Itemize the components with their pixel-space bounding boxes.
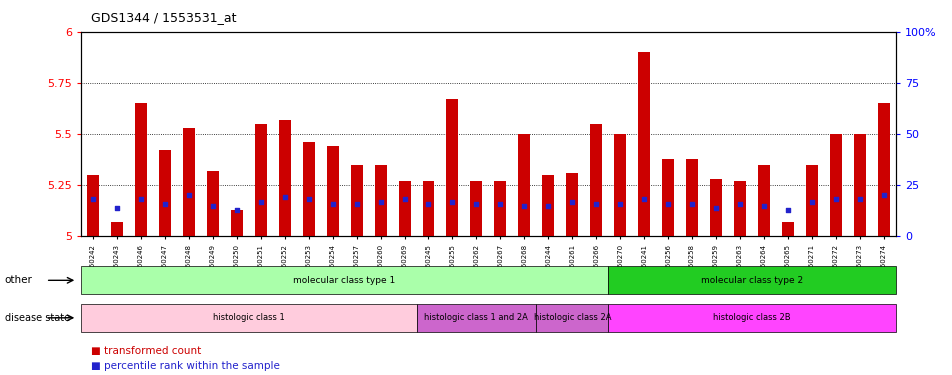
Point — [133, 196, 149, 202]
Bar — [494, 181, 506, 236]
Point — [492, 201, 507, 207]
Bar — [757, 165, 769, 236]
Bar — [542, 175, 554, 236]
Point — [756, 202, 771, 208]
Point — [660, 201, 675, 207]
Point — [827, 196, 843, 202]
Bar — [278, 120, 290, 236]
Point — [540, 202, 555, 208]
Bar — [589, 124, 602, 236]
Bar — [398, 181, 410, 236]
Bar — [446, 99, 458, 236]
Bar — [805, 165, 817, 236]
Point — [181, 192, 196, 198]
Point — [636, 196, 651, 202]
Point — [684, 201, 699, 207]
Point — [325, 201, 340, 207]
Point — [875, 192, 890, 198]
Bar — [87, 175, 99, 236]
Point — [732, 201, 747, 207]
Bar — [829, 134, 841, 236]
Point — [516, 202, 531, 208]
Text: GDS1344 / 1553531_at: GDS1344 / 1553531_at — [90, 11, 236, 24]
Point — [445, 198, 460, 204]
Bar — [254, 124, 267, 236]
Bar — [518, 134, 530, 236]
Point — [348, 201, 364, 207]
Bar — [110, 222, 123, 236]
Point — [253, 198, 268, 204]
Bar — [183, 128, 194, 236]
Point — [851, 196, 866, 202]
Bar — [303, 142, 314, 236]
Bar — [709, 179, 722, 236]
Point — [228, 207, 244, 213]
Point — [396, 196, 411, 202]
Point — [301, 196, 316, 202]
Bar — [350, 165, 362, 236]
Bar — [685, 159, 698, 236]
Bar — [733, 181, 745, 236]
Bar — [662, 159, 673, 236]
Bar — [470, 181, 482, 236]
Text: histologic class 2B: histologic class 2B — [712, 314, 790, 322]
Bar — [853, 134, 865, 236]
Bar — [638, 52, 649, 236]
Bar — [877, 104, 889, 236]
Bar — [565, 173, 578, 236]
Text: histologic class 1: histologic class 1 — [212, 314, 285, 322]
Text: ■ transformed count: ■ transformed count — [90, 346, 201, 355]
Point — [612, 201, 627, 207]
Point — [565, 198, 580, 204]
Point — [707, 205, 723, 211]
Text: histologic class 2A: histologic class 2A — [533, 314, 610, 322]
Bar — [782, 222, 793, 236]
Bar — [614, 134, 625, 236]
Point — [109, 205, 125, 211]
Text: ■ percentile rank within the sample: ■ percentile rank within the sample — [90, 361, 279, 370]
Bar — [374, 165, 387, 236]
Text: histologic class 1 and 2A: histologic class 1 and 2A — [424, 314, 527, 322]
Point — [588, 201, 604, 207]
Text: molecular class type 2: molecular class type 2 — [701, 276, 803, 285]
Text: molecular class type 1: molecular class type 1 — [293, 276, 395, 285]
Point — [157, 201, 172, 207]
Bar — [159, 150, 170, 236]
Bar — [207, 171, 219, 236]
Point — [86, 196, 101, 202]
Point — [372, 198, 387, 204]
Text: disease state: disease state — [5, 313, 69, 323]
Bar — [422, 181, 434, 236]
Bar — [230, 210, 243, 236]
Bar — [135, 104, 147, 236]
Point — [277, 194, 292, 200]
Point — [205, 202, 220, 208]
Point — [468, 201, 484, 207]
Point — [803, 198, 819, 204]
Text: other: other — [5, 275, 32, 285]
Point — [780, 207, 795, 213]
Bar — [327, 146, 338, 236]
Point — [421, 201, 436, 207]
